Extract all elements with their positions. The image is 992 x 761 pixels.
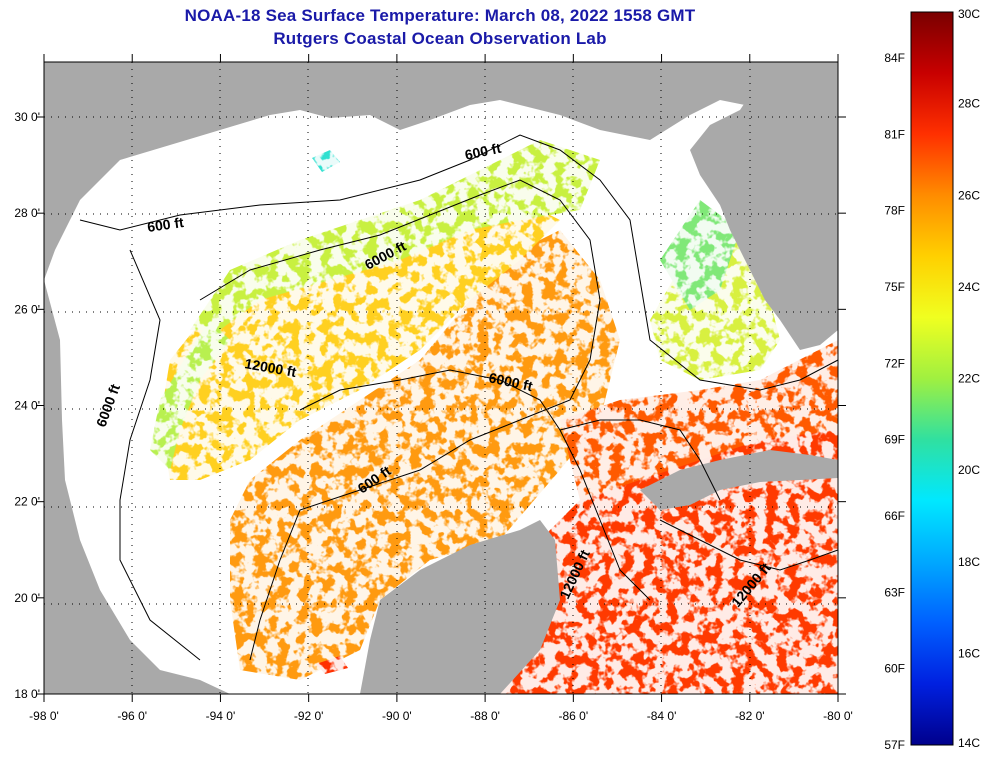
colorbar-fahrenheit-label: 69F	[884, 433, 905, 447]
lat-tick-label: 26 0'	[14, 302, 40, 316]
contour-label: 600 ft	[146, 214, 185, 235]
lon-tick-label: -92 0'	[294, 709, 324, 723]
lat-tick-label: 28 0'	[14, 206, 40, 220]
contour-label: 600 ft	[463, 140, 502, 163]
colorbar-fahrenheit-label: 63F	[884, 585, 905, 599]
colorbar-fahrenheit-label: 66F	[884, 509, 905, 523]
colorbar-fahrenheit-label: 75F	[884, 280, 905, 294]
colorbar-fahrenheit-label: 78F	[884, 204, 905, 218]
colorbar	[910, 11, 954, 746]
colorbar-fahrenheit-label: 81F	[884, 127, 905, 141]
colorbar-fahrenheit-label: 72F	[884, 356, 905, 370]
lon-tick-label: -86 0'	[559, 709, 589, 723]
colorbar-celsius-label: 22C	[958, 372, 980, 386]
colorbar-celsius-label: 24C	[958, 280, 980, 294]
lat-tick-label: 22 0'	[14, 495, 40, 509]
colorbar-celsius-label: 28C	[958, 97, 980, 111]
colorbar-celsius-labels: 30C 28C 26C 24C 22C 20C 18C 16C 14C	[958, 7, 980, 750]
map-frame	[43, 61, 839, 695]
graticule	[44, 62, 838, 694]
lon-tick-label: -90 0'	[382, 709, 412, 723]
colorbar-celsius-label: 14C	[958, 736, 980, 750]
bathymetry-contours	[79, 134, 838, 661]
colorbar-fahrenheit-label: 60F	[884, 662, 905, 676]
latitude-axis: 30 0' 28 0' 26 0' 24 0' 22 0' 20 0' 18 0'	[14, 110, 846, 701]
colorbar-celsius-label: 20C	[958, 463, 980, 477]
lat-tick-label: 18 0'	[14, 687, 40, 701]
lat-tick-label: 20 0'	[14, 591, 40, 605]
colorbar-fahrenheit-labels: 84F 81F 78F 75F 72F 69F 66F 63F 60F 57F	[884, 51, 905, 752]
lon-tick-label: -94 0'	[206, 709, 236, 723]
lat-tick-label: 30 0'	[14, 110, 40, 124]
map-title: NOAA-18 Sea Surface Temperature: March 0…	[184, 6, 696, 25]
lon-tick-label: -80 0'	[823, 709, 853, 723]
longitude-axis: -98 0' -96 0' -94 0' -92 0' -90 0' -88 0' -86 …	[29, 54, 853, 723]
colorbar-celsius-label: 16C	[958, 646, 980, 660]
lon-tick-label: -82 0'	[735, 709, 765, 723]
lat-tick-label: 24 0'	[14, 399, 40, 413]
lon-tick-label: -96 0'	[117, 709, 147, 723]
map-subtitle: Rutgers Coastal Ocean Observation Lab	[273, 29, 607, 48]
lon-tick-label: -84 0'	[647, 709, 677, 723]
colorbar-celsius-label: 30C	[958, 7, 980, 21]
colorbar-celsius-label: 18C	[958, 555, 980, 569]
colorbar-celsius-label: 26C	[958, 188, 980, 202]
colorbar-fahrenheit-label: 84F	[884, 51, 905, 65]
lon-tick-label: -98 0'	[29, 709, 59, 723]
colorbar-fahrenheit-label: 57F	[884, 738, 905, 752]
lon-tick-label: -88 0'	[470, 709, 500, 723]
